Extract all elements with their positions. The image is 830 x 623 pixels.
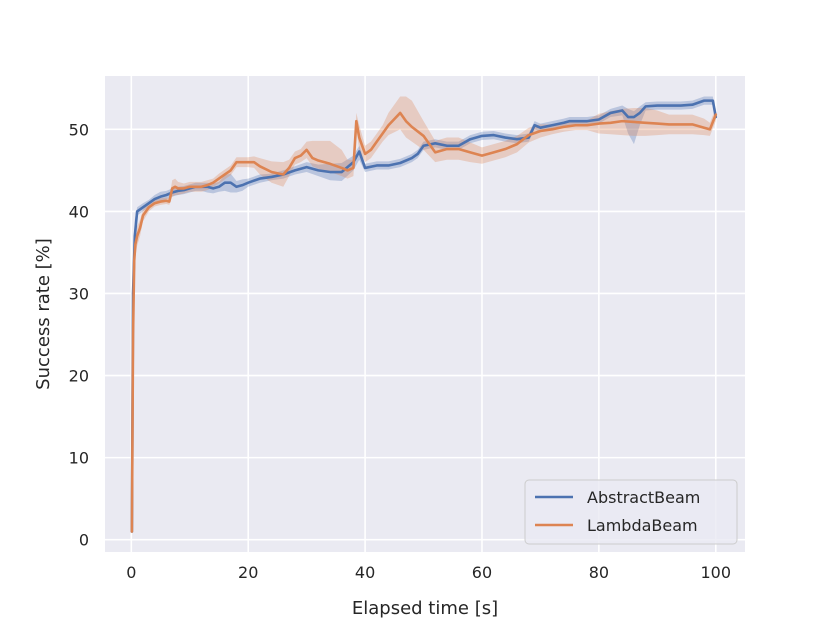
x-axis-label: Elapsed time [s] bbox=[352, 598, 498, 619]
y-tick-label: 30 bbox=[69, 284, 89, 303]
series-lines bbox=[130, 99, 718, 533]
legend-box bbox=[524, 479, 738, 545]
x-tick-label: 60 bbox=[472, 563, 492, 582]
x-tick-label: 20 bbox=[238, 563, 258, 582]
y-axis-ticks: 0 10 20 30 40 50 bbox=[69, 120, 89, 549]
y-axis-label: Success rate [%] bbox=[33, 238, 54, 390]
series-line bbox=[130, 99, 718, 533]
gridlines bbox=[105, 76, 745, 552]
y-tick-label: 40 bbox=[69, 202, 89, 221]
y-tick-label: 20 bbox=[69, 367, 89, 386]
x-tick-label: 40 bbox=[355, 563, 375, 582]
x-tick-label: 0 bbox=[126, 563, 136, 582]
series-line bbox=[130, 111, 718, 533]
legend-label: LambdaBeam bbox=[587, 516, 698, 535]
y-tick-label: 10 bbox=[69, 449, 89, 468]
legend-label: AbstractBeam bbox=[587, 488, 700, 507]
y-tick-label: 50 bbox=[69, 120, 89, 139]
legend: AbstractBeam LambdaBeam bbox=[524, 479, 738, 545]
plot-area bbox=[105, 76, 745, 552]
x-axis-ticks: 0 20 40 60 80 100 bbox=[126, 563, 731, 582]
x-tick-label: 100 bbox=[701, 563, 732, 582]
y-tick-label: 0 bbox=[79, 531, 89, 550]
x-tick-label: 80 bbox=[589, 563, 609, 582]
